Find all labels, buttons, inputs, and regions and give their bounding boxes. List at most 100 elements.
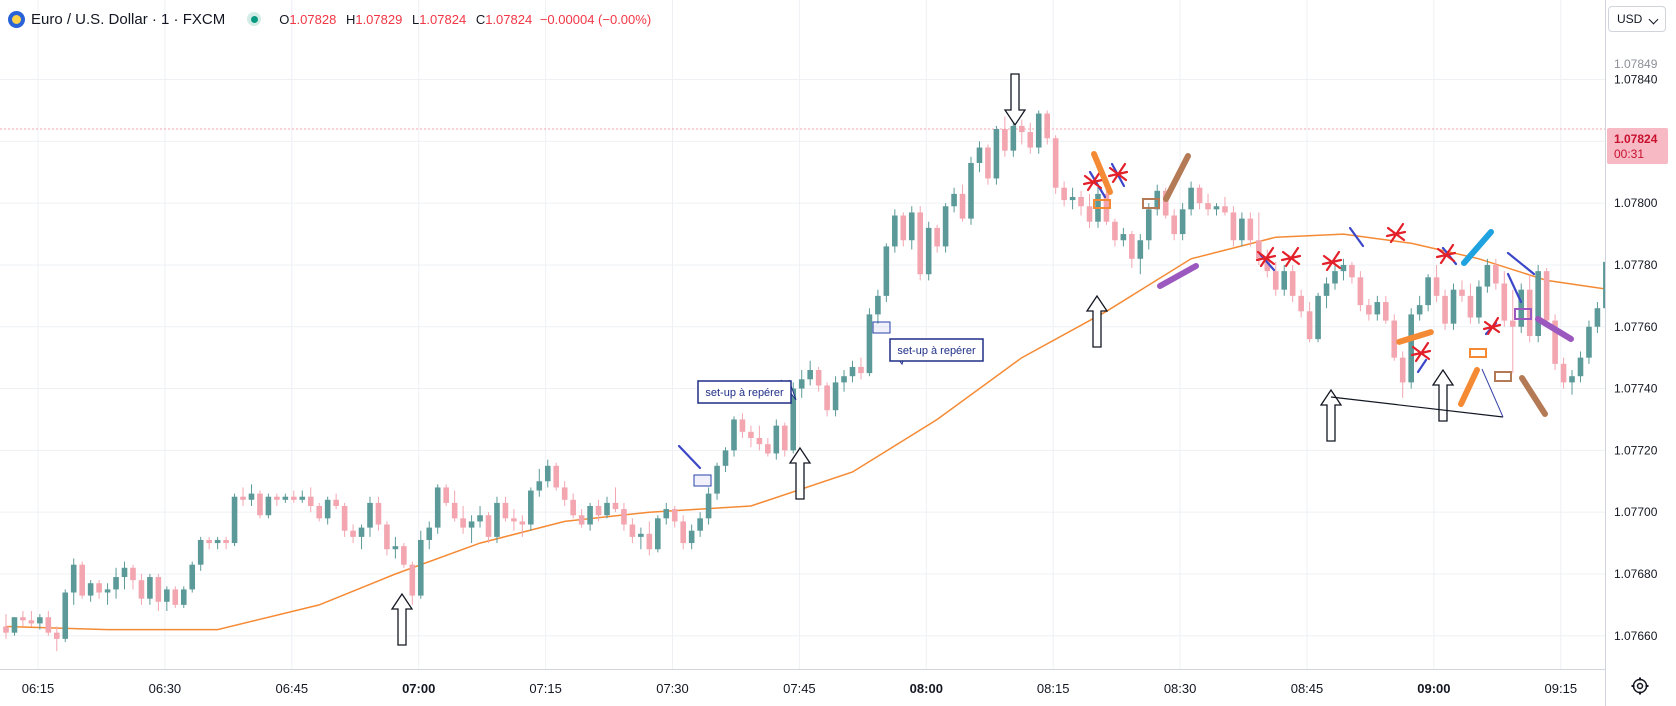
candle-body <box>697 518 703 531</box>
candle-body <box>121 567 128 578</box>
candle-body <box>409 564 416 596</box>
candle <box>1594 302 1601 333</box>
candle <box>1120 227 1127 247</box>
candle-body <box>1002 129 1008 151</box>
change-value: −0.00004 (−0.00%) <box>539 11 652 27</box>
up-arrow-icon[interactable] <box>788 446 812 500</box>
candle <box>53 626 60 652</box>
thick-marker-strokes[interactable] <box>1091 151 1574 417</box>
setup-box[interactable] <box>693 474 712 487</box>
setup-box[interactable] <box>872 321 891 334</box>
time-tick-label: 07:00 <box>402 681 435 696</box>
candle-body <box>1594 308 1601 327</box>
candle-body <box>1171 215 1177 235</box>
brown-box[interactable] <box>1494 371 1512 382</box>
candle-body <box>671 509 678 522</box>
candle-body <box>1179 209 1186 235</box>
close-label: C <box>475 11 486 27</box>
up-arrow-icon[interactable] <box>390 592 414 646</box>
time-tick-label: 09:15 <box>1545 681 1578 696</box>
moving-average-line <box>5 233 1676 631</box>
brown-box[interactable] <box>1142 198 1160 209</box>
trend-line[interactable] <box>1330 396 1504 418</box>
candle-body <box>189 564 196 590</box>
candle <box>1408 308 1414 389</box>
candle-body <box>206 539 212 544</box>
price-tick-label: 1.07740 <box>1614 382 1658 396</box>
candle <box>1010 122 1017 157</box>
candle <box>147 573 153 605</box>
candle <box>722 447 729 472</box>
candle <box>3 614 9 639</box>
time-axis[interactable]: 06:15 06:30 06:45 07:00 07:15 07:30 07:45 08:00… <box>22 681 1577 696</box>
orange-box[interactable] <box>1093 199 1111 209</box>
orange-box[interactable] <box>1469 348 1487 358</box>
candle <box>477 505 483 528</box>
candle-body <box>274 496 280 500</box>
candle-body <box>875 295 881 315</box>
candle-body <box>570 499 576 516</box>
setup-callout-1-box[interactable] <box>697 380 792 404</box>
candle <box>1247 212 1254 247</box>
up-arrow-icon[interactable] <box>1319 388 1343 442</box>
candle-body <box>587 505 593 525</box>
candle <box>1188 181 1194 216</box>
candle-body <box>1019 125 1025 133</box>
candle-body <box>544 465 551 482</box>
candle-body <box>257 493 263 516</box>
candle <box>113 567 119 599</box>
settings-gear-icon[interactable] <box>1630 676 1650 696</box>
candle-body <box>790 388 797 451</box>
candle <box>942 203 949 253</box>
candle-body <box>756 438 763 445</box>
candle <box>1391 314 1398 361</box>
candle <box>968 156 974 225</box>
candle-body <box>37 617 43 624</box>
up-arrow-icon[interactable] <box>1085 294 1109 348</box>
currency-select[interactable]: USD <box>1608 6 1666 32</box>
candle <box>1069 187 1076 210</box>
candle <box>1256 212 1262 265</box>
price-axis[interactable]: 1.07849 1.078401.078201.078001.077801.07… <box>1606 0 1676 706</box>
candle-body <box>1222 206 1228 213</box>
candle <box>1459 280 1465 303</box>
symbol-title[interactable]: Euro / U.S. Dollar · 1 · FXCM <box>31 10 226 28</box>
up-arrow-icon[interactable] <box>1431 368 1455 422</box>
price-tick-label: 1.07660 <box>1614 629 1658 643</box>
candle-body <box>451 502 458 519</box>
purple-box[interactable] <box>1514 308 1532 320</box>
candle <box>629 518 636 544</box>
candle <box>1535 264 1541 343</box>
candle <box>731 416 737 457</box>
candle <box>1112 218 1118 247</box>
candle-body <box>485 515 492 537</box>
price-tick-label: 1.07720 <box>1614 443 1658 457</box>
red-x-marks[interactable] <box>1082 162 1502 363</box>
candle <box>1366 298 1372 321</box>
candle <box>748 425 754 448</box>
candle <box>70 558 77 605</box>
time-tick-label: 08:45 <box>1291 681 1324 696</box>
candle-body <box>773 425 780 454</box>
candle <box>621 502 627 531</box>
open-label: O <box>279 11 290 27</box>
candle <box>248 484 255 506</box>
candle <box>189 561 196 593</box>
candle-body <box>443 487 449 503</box>
trend-line[interactable] <box>1481 368 1504 418</box>
setup-callout-2-box[interactable] <box>889 338 984 362</box>
candle-body <box>1433 277 1440 296</box>
candle <box>494 496 500 544</box>
candle-body <box>1188 187 1194 210</box>
candle <box>638 527 644 550</box>
time-tick-label: 06:45 <box>276 681 309 696</box>
candle <box>155 573 162 612</box>
candle <box>443 484 449 506</box>
candle <box>697 512 703 537</box>
down-arrow-icon[interactable] <box>1003 73 1027 127</box>
candle-body <box>798 379 805 389</box>
drawings-layer[interactable]: set-up à repérer set-up à repérer <box>390 73 1574 646</box>
candle <box>367 496 373 537</box>
candle-body <box>1306 311 1313 340</box>
